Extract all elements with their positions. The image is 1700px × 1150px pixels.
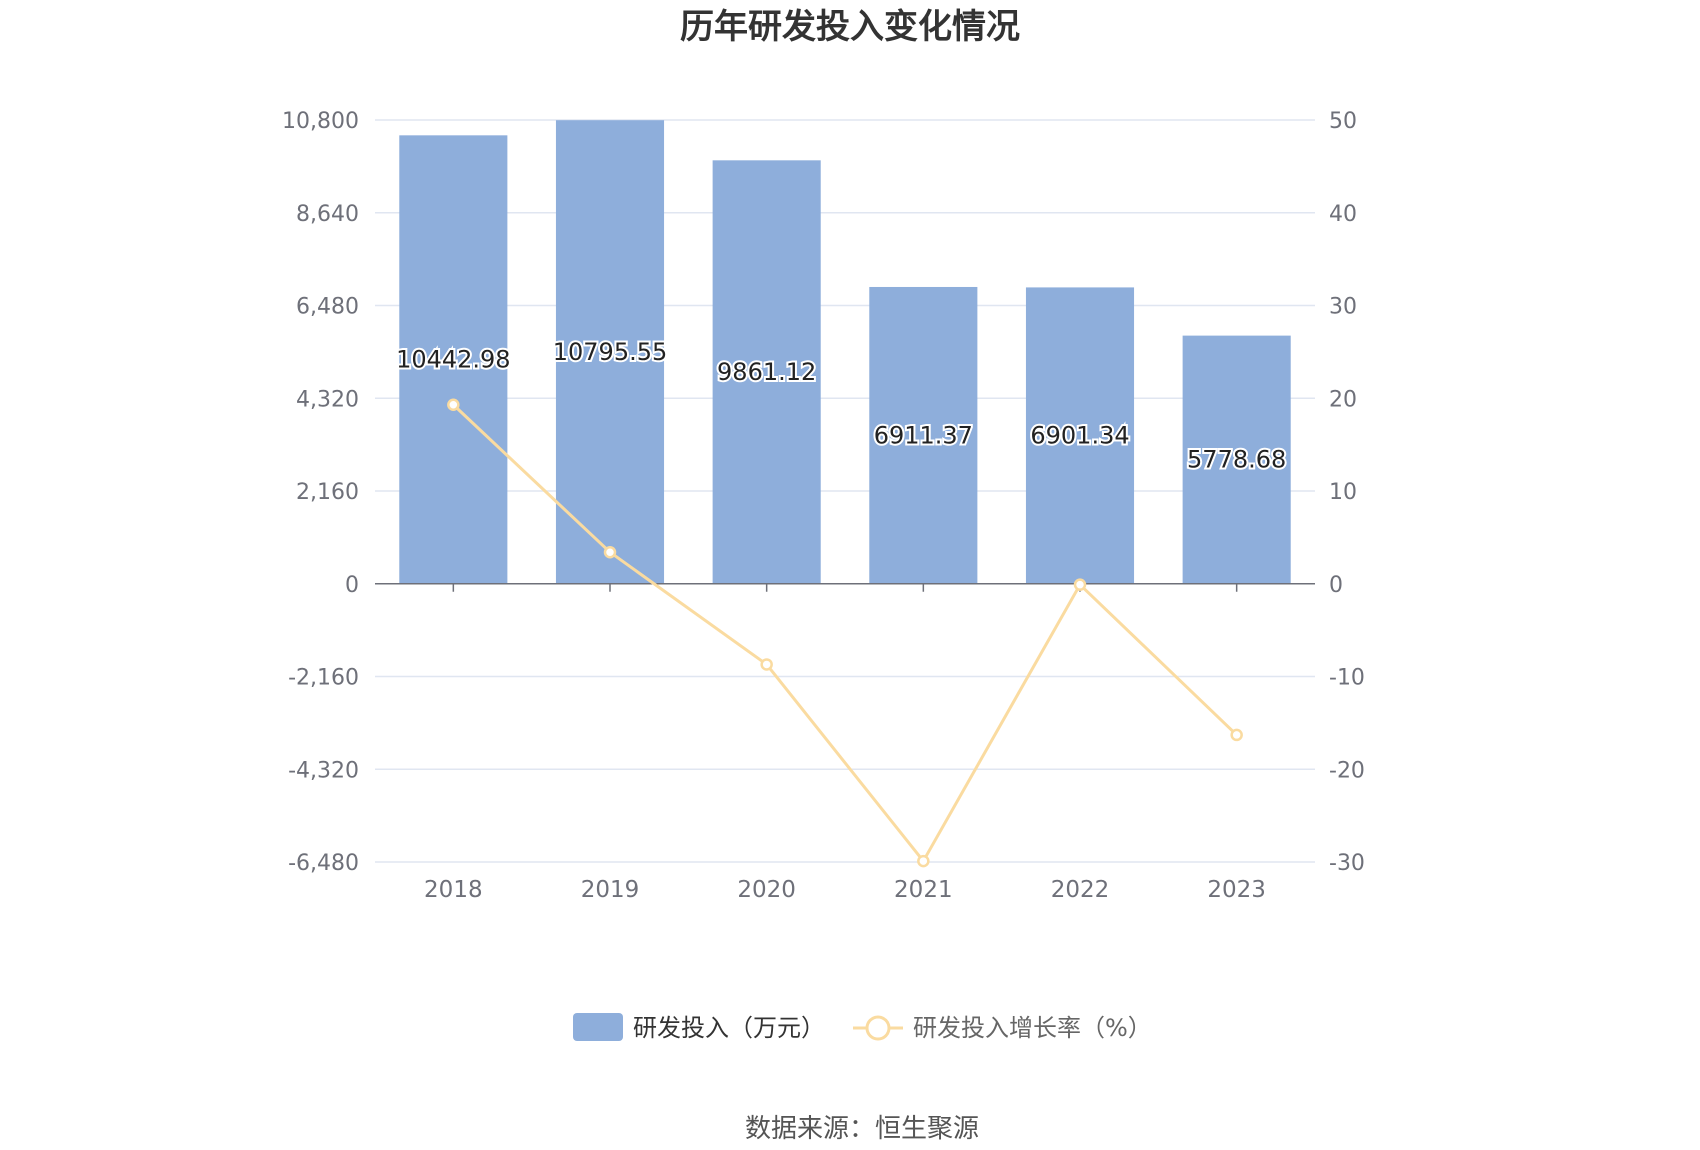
bar-value-label: 10795.55: [553, 338, 668, 366]
bar-value-label: 9861.12: [717, 358, 816, 386]
chart-title: 历年研发投入变化情况: [680, 7, 1020, 47]
line-point: [1230, 728, 1243, 742]
y-left-tick-label: 8,640: [296, 202, 359, 227]
x-tick-label: 2018: [424, 877, 483, 903]
y-right-tick-label: 40: [1329, 202, 1357, 227]
bar: [869, 286, 978, 584]
bar-value-label: 6911.37: [874, 421, 973, 449]
bar: [399, 135, 508, 584]
growth-line: [452, 403, 1238, 863]
y-right-tick-label: 30: [1329, 295, 1357, 320]
legend-bar-swatch: [573, 1013, 623, 1041]
bar: [712, 160, 821, 584]
data-source: 数据来源：恒生聚源: [745, 1114, 979, 1144]
grid-layer: [375, 119, 1315, 863]
bar: [1182, 335, 1291, 584]
line-point: [447, 398, 460, 411]
x-axis-labels: 2018 2019 2020 2021 2022 2023: [424, 877, 1266, 903]
right-axis-labels: -30 -20 -10 0 10 20 30 40 50: [1329, 109, 1365, 876]
line-point: [917, 854, 930, 868]
y-right-tick-label: 50: [1329, 109, 1357, 134]
x-tick-label: 2021: [894, 877, 953, 903]
y-left-tick-label: 4,320: [296, 387, 359, 412]
line-point: [760, 658, 773, 671]
bar-value-label: 10442.98: [396, 346, 511, 374]
y-left-tick-label: 0: [345, 573, 359, 598]
y-left-tick-label: -6,480: [288, 851, 359, 876]
bar-data-labels: 10442.98 10795.55 9861.12 6911.37 6901.34 577…: [394, 336, 1288, 476]
y-right-tick-label: 0: [1329, 573, 1343, 598]
x-tick-label: 2022: [1051, 877, 1110, 903]
y-left-tick-label: -2,160: [288, 666, 359, 691]
legend-line-marker: [865, 1015, 891, 1041]
y-right-tick-label: -20: [1329, 758, 1365, 783]
bar-series: [399, 120, 1291, 584]
bar-value-label: 6901.34: [1030, 422, 1129, 450]
y-left-tick-label: 6,480: [296, 295, 359, 320]
legend-item-bar[interactable]: 研发投入（万元）: [573, 1013, 825, 1042]
x-tick-label: 2023: [1207, 877, 1266, 903]
y-right-tick-label: -10: [1329, 666, 1365, 691]
y-left-tick-label: 10,800: [282, 109, 359, 134]
legend: 研发投入（万元） 研发投入增长率（%）: [573, 1013, 1152, 1042]
line-point: [603, 545, 617, 559]
line-series: [447, 398, 1243, 868]
x-axis: [375, 583, 1315, 592]
y-left-tick-label: -4,320: [288, 758, 359, 783]
left-axis-labels: -6,480 -4,320 -2,160 0 2,160 4,320 6,480 8,640 1…: [282, 109, 359, 876]
bar-value-label: 5778.68: [1187, 446, 1286, 474]
legend-item-line[interactable]: 研发投入增长率（%）: [853, 1014, 1152, 1042]
y-left-tick-label: 2,160: [296, 480, 359, 505]
y-right-tick-label: -30: [1329, 851, 1365, 876]
legend-label-line: 研发投入增长率（%）: [913, 1014, 1152, 1042]
x-tick-label: 2019: [581, 877, 640, 903]
line-point: [1073, 578, 1087, 591]
bar: [1025, 287, 1135, 584]
y-right-tick-label: 10: [1329, 480, 1357, 505]
bar: [555, 120, 665, 584]
y-right-tick-label: 20: [1329, 387, 1357, 412]
x-tick-label: 2020: [737, 877, 796, 903]
legend-label-bar: 研发投入（万元）: [633, 1014, 825, 1042]
